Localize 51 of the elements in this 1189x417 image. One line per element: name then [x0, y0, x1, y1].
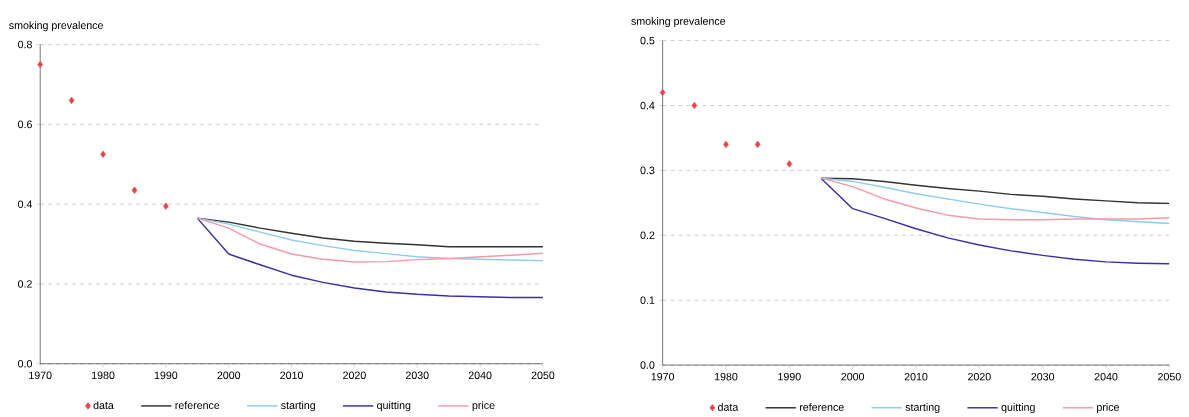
legend-label: reference: [799, 403, 844, 411]
x-tick-label: 2030: [1031, 372, 1055, 381]
x-tick-label: 2000: [217, 371, 241, 380]
x-tick-label: 1990: [778, 372, 801, 381]
point: [786, 160, 793, 168]
x-tick-label: 2050: [531, 371, 555, 380]
line-series: [820, 177, 1170, 205]
y-tick-label: 0.8: [18, 40, 32, 49]
legend-label: starting: [281, 401, 315, 412]
point: [691, 101, 698, 110]
legend-label: reference: [175, 401, 220, 410]
y-tick-label: 0.0: [640, 361, 655, 369]
legend-label: price: [472, 401, 495, 412]
y-axis-title: smoking prevalence: [631, 17, 726, 28]
x-tick-label: 2050: [1158, 372, 1181, 381]
y-axis-title: smoking prevalence: [9, 21, 103, 32]
legend-label: price: [1097, 403, 1119, 414]
legend-label: data: [717, 403, 739, 411]
x-tick-label: 1980: [714, 372, 738, 381]
x-tick-label: 2040: [1094, 372, 1118, 381]
x-tick-label: 1970: [29, 371, 52, 380]
x-tick-label: 1980: [92, 371, 115, 380]
x-tick-label: 1970: [651, 372, 675, 381]
y-tick-label: 0.0: [18, 360, 32, 368]
x-tick-label: 1990: [154, 371, 178, 380]
x-tick-label: 2010: [280, 371, 303, 380]
legend-label: data: [93, 401, 114, 410]
y-tick-label: 0.6: [18, 120, 32, 129]
point: [659, 88, 666, 97]
legend-label: starting: [905, 403, 940, 414]
point: [68, 96, 75, 105]
x-tick-label: 2040: [468, 371, 492, 380]
y-tick-label: 0.1: [640, 296, 655, 304]
y-tick-label: 0.3: [640, 166, 655, 175]
point: [100, 150, 106, 158]
point: [131, 186, 138, 194]
y-tick-label: 0.2: [640, 231, 655, 240]
legend-label: quitting: [377, 401, 411, 412]
legend-label: quitting: [1001, 403, 1035, 414]
x-tick-label: 2030: [405, 371, 429, 380]
line-series: [820, 177, 1170, 265]
x-tick-label: 2020: [343, 371, 366, 380]
y-tick-label: 0.2: [18, 280, 32, 288]
y-tick-label: 0.5: [640, 36, 655, 45]
point: [754, 140, 761, 149]
x-tick-label: 2000: [841, 372, 865, 381]
x-tick-label: 2020: [968, 372, 991, 381]
y-tick-label: 0.4: [640, 101, 655, 110]
y-tick-label: 0.4: [18, 200, 33, 208]
point: [163, 202, 169, 210]
x-tick-label: 2010: [904, 372, 928, 381]
